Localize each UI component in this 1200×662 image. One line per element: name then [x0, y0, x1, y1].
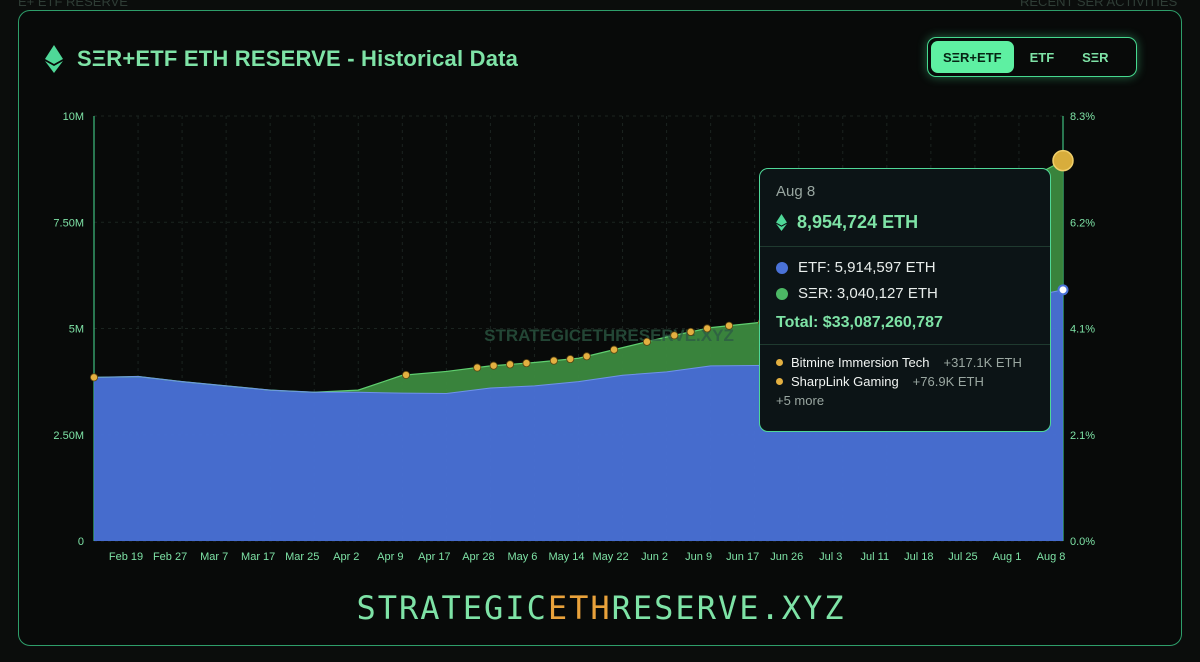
x-tick-label: Jul 11	[861, 551, 890, 563]
toggle-ser[interactable]: SΞR	[1082, 49, 1109, 65]
company-name: SharpLink Gaming	[791, 374, 899, 389]
company-change: +76.9K ETH	[912, 374, 984, 389]
company-change: +317.1K ETH	[943, 355, 1022, 370]
ser-legend-dot	[776, 287, 788, 300]
chart-header: SΞR+ETF ETH RESERVE - Historical Data	[45, 45, 518, 73]
purchase-marker	[506, 360, 515, 369]
purchase-marker	[582, 352, 591, 361]
background-label-left: E+ ETF RESERVE	[18, 0, 128, 9]
company-name: Bitmine Immersion Tech	[791, 355, 930, 370]
latest-etf-marker	[1057, 284, 1069, 296]
tooltip-etf-row: ETF: 5,914,597 ETH	[776, 259, 1034, 276]
purchase-marker	[473, 363, 482, 372]
x-tick-label: Jul 25	[948, 551, 977, 563]
brand-logo: STRATEGICETHRESERVE.XYZ	[19, 589, 1183, 627]
x-tick-label: Feb 19	[109, 551, 143, 563]
purchase-marker	[686, 327, 695, 336]
purchase-marker	[642, 337, 651, 346]
purchase-marker	[90, 373, 99, 382]
purchase-marker	[522, 359, 531, 368]
ethereum-icon	[776, 214, 787, 231]
x-tick-label: Mar 25	[285, 551, 319, 563]
x-tick-label: Mar 7	[200, 551, 228, 563]
x-tick-label: Jun 9	[685, 551, 712, 563]
x-tick-label: Apr 2	[333, 551, 359, 563]
latest-ser-marker	[1052, 149, 1074, 172]
x-tick-label: Apr 9	[377, 551, 403, 563]
x-tick-label: Jul 3	[819, 551, 842, 563]
x-tick-label: Feb 27	[153, 551, 187, 563]
x-tick-label: Jun 17	[726, 551, 759, 563]
tooltip-total-usd: Total: $33,087,260,787	[776, 314, 943, 331]
background-label-right: RECENT SER ACTIVITIES	[1020, 0, 1178, 9]
toggle-ser-etf[interactable]: SΞR+ETF	[931, 41, 1014, 73]
x-tick-label: Apr 28	[462, 551, 494, 563]
x-tick-label: Aug 8	[1037, 551, 1066, 563]
y-tick-label: 7.50M	[53, 217, 84, 229]
page-title: SΞR+ETF ETH RESERVE - Historical Data	[77, 46, 519, 71]
purchase-marker	[703, 324, 712, 333]
brand-part1: STRATEGIC	[356, 589, 548, 627]
ethereum-icon	[45, 45, 63, 73]
brand-part3: RESERVE.XYZ	[611, 589, 846, 627]
purchase-marker	[549, 356, 558, 365]
y-tick-label: 0	[78, 536, 84, 548]
x-tick-label: Jul 18	[904, 551, 933, 563]
y2-tick-label: 2.1%	[1070, 430, 1095, 442]
tooltip-total-eth: 8,954,724 ETH	[776, 212, 1034, 233]
chart-tooltip: Aug 8 8,954,724 ETH ETF: 5,914,597 ETH S…	[759, 168, 1051, 432]
company-dot	[776, 378, 783, 385]
chart-watermark: STRATEGICETHRESERVE.XYZ	[484, 326, 734, 345]
view-toggle: SΞR+ETF ETF SΞR	[927, 37, 1137, 77]
x-tick-label: Jun 26	[770, 551, 803, 563]
x-tick-label: Mar 17	[241, 551, 275, 563]
y-tick-label: 5M	[69, 324, 84, 336]
y2-tick-label: 6.2%	[1070, 217, 1095, 229]
purchase-marker	[489, 361, 498, 370]
y2-tick-label: 4.1%	[1070, 324, 1095, 336]
y-tick-label: 10M	[63, 111, 84, 123]
purchase-marker	[566, 355, 575, 364]
tooltip-divider	[760, 344, 1050, 345]
x-tick-label: Jun 2	[641, 551, 668, 563]
tooltip-etf-value: ETF: 5,914,597 ETH	[798, 259, 936, 276]
purchase-marker	[670, 331, 679, 340]
tooltip-company-row: SharpLink Gaming +76.9K ETH	[776, 374, 1034, 389]
purchase-marker	[610, 345, 619, 354]
purchase-marker	[402, 370, 411, 379]
etf-area	[94, 289, 1063, 541]
tooltip-divider	[760, 246, 1050, 247]
tooltip-more: +5 more	[776, 393, 825, 408]
tooltip-ser-value: SΞR: 3,040,127 ETH	[798, 285, 938, 302]
x-tick-label: Aug 1	[993, 551, 1022, 563]
x-tick-label: May 22	[593, 551, 629, 563]
x-tick-label: Apr 17	[418, 551, 450, 563]
x-tick-label: May 6	[507, 551, 537, 563]
toggle-etf[interactable]: ETF	[1029, 49, 1055, 65]
etf-legend-dot	[776, 261, 788, 274]
tooltip-ser-row: SΞR: 3,040,127 ETH	[776, 285, 1034, 302]
x-tick-label: May 14	[548, 551, 584, 563]
purchase-marker	[725, 321, 734, 330]
brand-part2: ETH	[547, 589, 612, 627]
tooltip-total-eth-value: 8,954,724 ETH	[797, 212, 919, 232]
y2-tick-label: 0.0%	[1070, 536, 1095, 548]
company-dot	[776, 359, 783, 366]
chart-card: SΞR+ETF ETH RESERVE - Historical Data SΞ…	[18, 10, 1182, 646]
y-tick-label: 2.50M	[53, 430, 84, 442]
tooltip-date: Aug 8	[776, 183, 816, 200]
tooltip-company-row: Bitmine Immersion Tech +317.1K ETH	[776, 355, 1034, 370]
y2-tick-label: 8.3%	[1070, 111, 1095, 123]
